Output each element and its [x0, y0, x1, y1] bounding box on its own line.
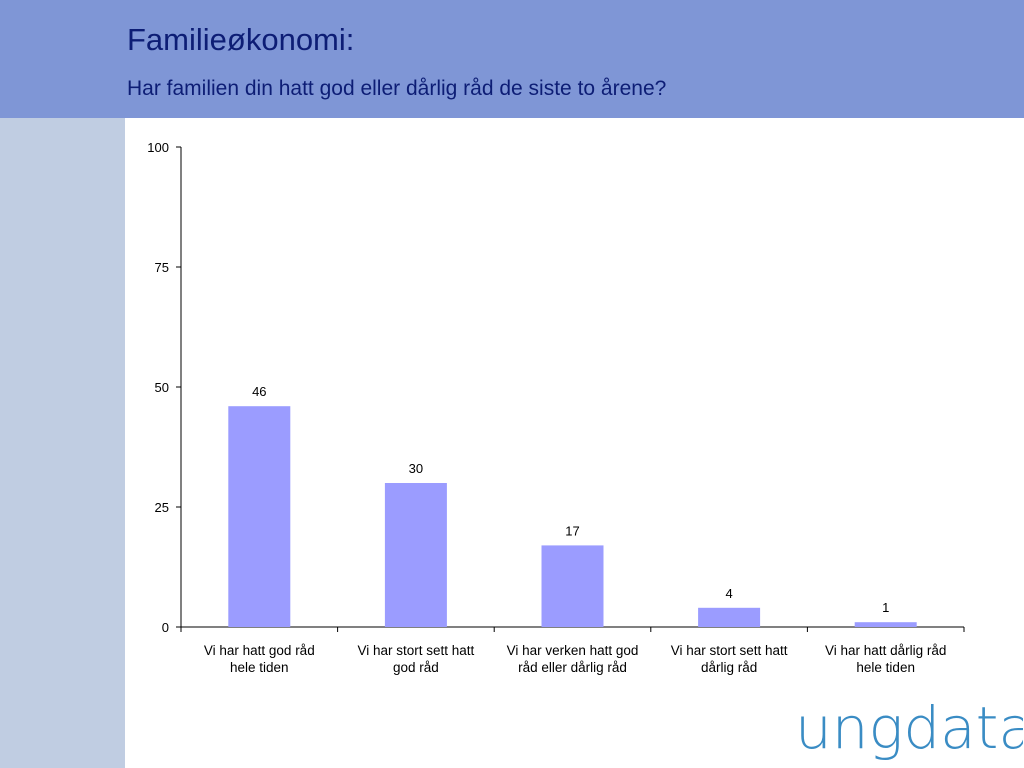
y-tick-label: 75	[155, 260, 169, 275]
y-tick-label: 50	[155, 380, 169, 395]
ungdata-logo: ungdata	[795, 700, 1023, 762]
category-label: Vi har hatt god råd	[204, 643, 315, 658]
data-label: 30	[409, 461, 423, 476]
slide-subtitle: Har familien din hatt god eller dårlig r…	[127, 77, 667, 100]
category-label: Vi har stort sett hatt	[671, 643, 788, 658]
y-tick-label: 25	[155, 500, 169, 515]
y-tick-label: 100	[147, 140, 169, 155]
slide-title: Familieøkonomi:	[127, 22, 355, 57]
bar	[228, 406, 291, 627]
bar	[854, 622, 917, 627]
category-label: Vi har verken hatt god	[507, 643, 639, 658]
bar	[541, 545, 604, 627]
category-label: Vi har hatt dårlig råd	[825, 643, 946, 658]
data-label: 4	[725, 586, 732, 601]
left-sidebar-band	[0, 118, 125, 768]
category-label: dårlig råd	[701, 660, 757, 675]
data-label: 1	[882, 600, 889, 615]
slide-header: Familieøkonomi: Har familien din hatt go…	[0, 0, 1024, 118]
category-label: god råd	[393, 660, 439, 675]
bar	[698, 607, 761, 627]
data-label: 46	[252, 384, 266, 399]
y-tick-label: 0	[162, 620, 169, 635]
bar	[384, 483, 447, 627]
category-label: hele tiden	[856, 660, 915, 675]
ungdata-logo-text: ungdata	[795, 700, 1023, 762]
data-label: 17	[565, 523, 579, 538]
category-label: hele tiden	[230, 660, 289, 675]
category-label: råd eller dårlig råd	[518, 660, 627, 675]
category-label: Vi har stort sett hatt	[357, 643, 474, 658]
